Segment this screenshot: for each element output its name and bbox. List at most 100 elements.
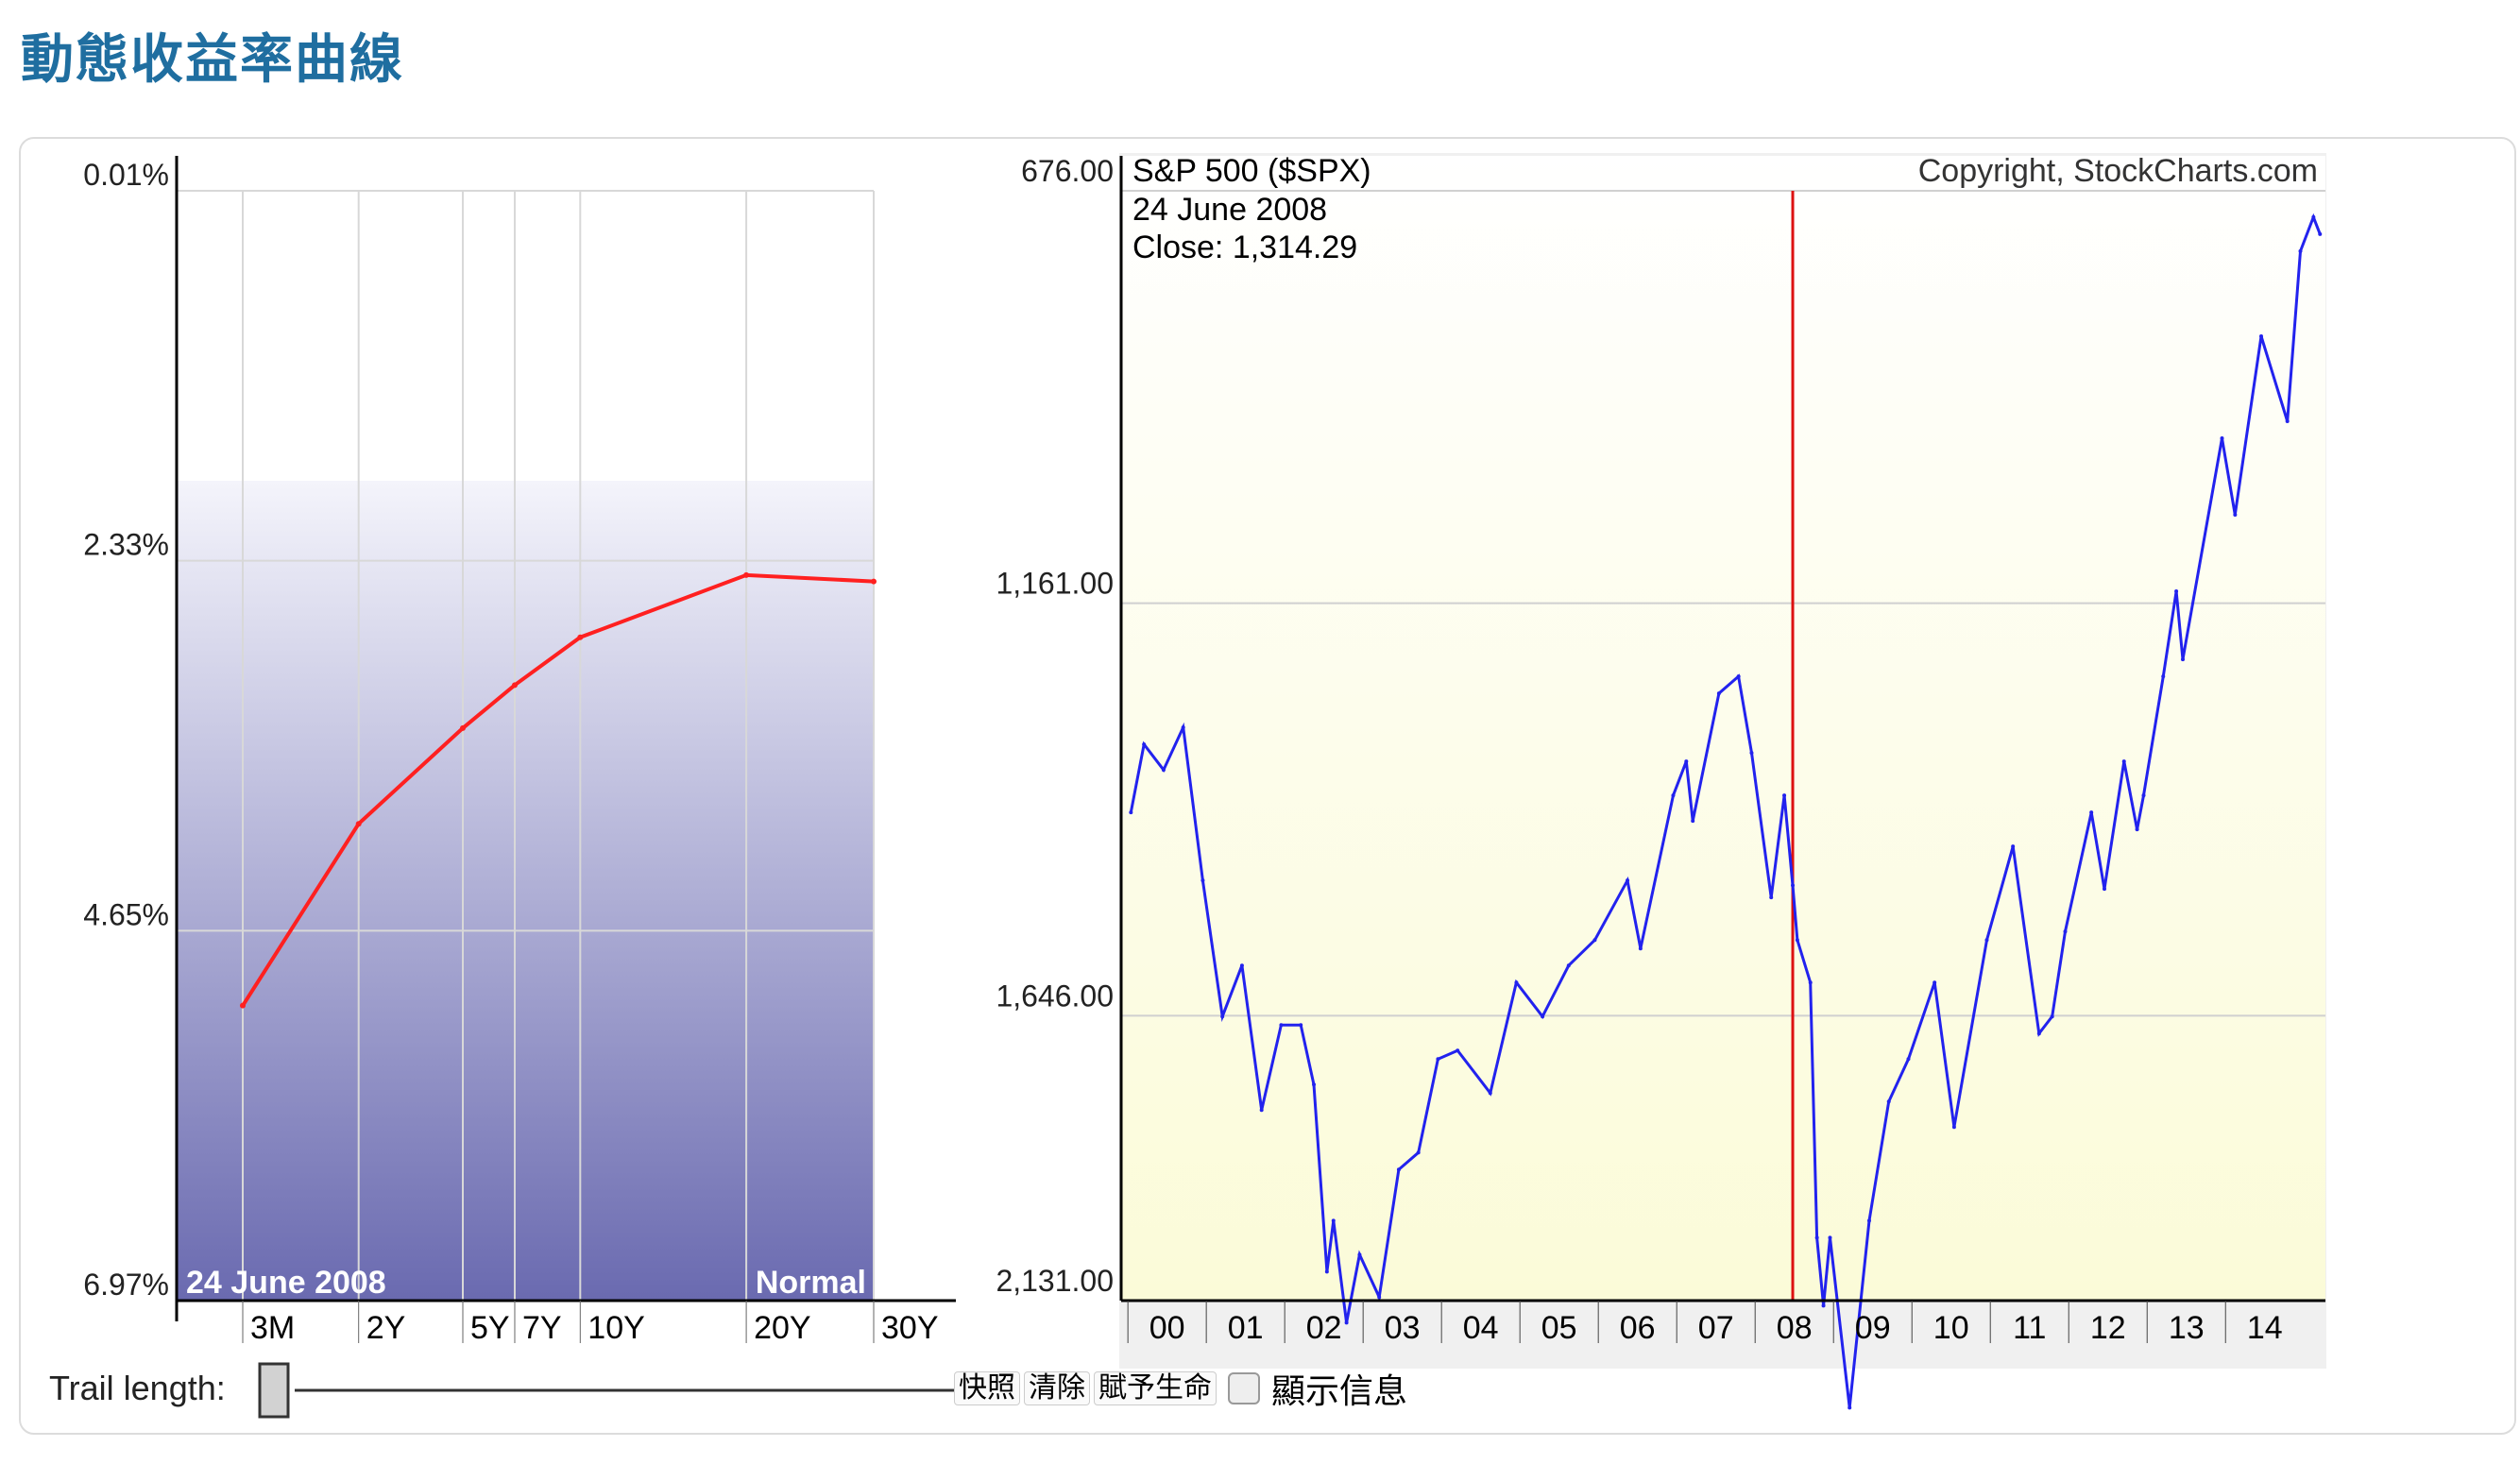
spx-point bbox=[1259, 1108, 1264, 1113]
spx-point bbox=[1847, 1405, 1852, 1410]
spx-point bbox=[2174, 589, 2179, 594]
spx-point bbox=[1592, 938, 1597, 943]
spx-x-tick-labels: 00 01 02 03 04 05 06 07 08 09 10 11 12 13 14 bbox=[1127, 1301, 2283, 1346]
spx-point bbox=[1331, 1218, 1336, 1223]
spx-x-tick-label: 02 bbox=[1306, 1310, 1342, 1346]
yield-x-tick-label: 7Y bbox=[522, 1310, 562, 1346]
spx-point bbox=[2135, 827, 2139, 832]
spx-title: S&P 500 ($SPX) bbox=[1132, 153, 1371, 189]
spx-point bbox=[1736, 674, 1741, 679]
yield-vertical-grid bbox=[242, 191, 875, 1301]
spx-x-tick-label: 11 bbox=[2013, 1310, 2046, 1346]
spx-point bbox=[1906, 1057, 1911, 1062]
yield-x-tick-label: 5Y bbox=[470, 1310, 510, 1346]
page-title: 動態收益率曲線 bbox=[21, 29, 404, 91]
yield-x-tick-label: 10Y bbox=[587, 1310, 645, 1346]
spx-point bbox=[2102, 887, 2106, 892]
spx-point bbox=[1344, 1320, 1349, 1325]
spx-points bbox=[1129, 214, 2323, 1410]
spx-point bbox=[1795, 938, 1799, 943]
spx-point bbox=[1866, 1218, 1871, 1223]
spx-point bbox=[1396, 1167, 1401, 1172]
yield-y-tick-labels: 6.97% 4.65% 2.33% 0.01% bbox=[83, 158, 169, 1302]
spx-point bbox=[1514, 980, 1519, 985]
spx-point bbox=[1416, 1150, 1421, 1155]
yield-curve-chart: 6.97% 4.65% 2.33% 0.01% 3M 2Y 5Y 7Y 10Y 20Y 30Y 2… bbox=[83, 156, 956, 1346]
spx-point bbox=[1181, 725, 1185, 730]
spx-point bbox=[1299, 1023, 1303, 1028]
spx-y-tick-label: 1,646.00 bbox=[996, 979, 1114, 1013]
spx-point bbox=[1886, 1099, 1891, 1104]
yield-x-tick-label: 3M bbox=[250, 1310, 295, 1346]
spx-plot-fill bbox=[1121, 156, 2325, 1301]
spx-x-tick-label: 04 bbox=[1463, 1310, 1499, 1346]
spx-y-tick-labels: 2,131.00 1,646.00 1,161.00 676.00 bbox=[996, 154, 1114, 1298]
yield-point bbox=[577, 634, 584, 640]
spx-point bbox=[1749, 751, 1754, 756]
spx-point bbox=[1161, 768, 1166, 773]
spx-date-label: 24 June 2008 bbox=[1132, 192, 1327, 228]
spx-point bbox=[1951, 1125, 1956, 1130]
yield-point bbox=[355, 821, 362, 827]
spx-point bbox=[2233, 513, 2238, 518]
spx-point bbox=[2285, 418, 2290, 423]
spx-y-tick-label: 1,161.00 bbox=[996, 567, 1114, 601]
spx-point bbox=[2036, 1031, 2041, 1036]
yield-point bbox=[511, 682, 518, 689]
yield-x-tick-label: 2Y bbox=[366, 1310, 406, 1346]
spx-point bbox=[1456, 1048, 1460, 1053]
spx-close-label: Close: 1,314.29 bbox=[1132, 230, 1357, 265]
yield-y-tick-label: 6.97% bbox=[83, 1268, 169, 1302]
yield-shape-label: Normal bbox=[756, 1265, 866, 1301]
yield-point bbox=[871, 578, 877, 585]
spx-point bbox=[1279, 1023, 1284, 1028]
spx-point bbox=[2298, 248, 2303, 253]
spx-x-tick-label: 12 bbox=[2090, 1310, 2126, 1346]
spx-point bbox=[1377, 1295, 1382, 1300]
spx-point bbox=[1933, 980, 1937, 985]
spx-y-tick-label: 2,131.00 bbox=[996, 1264, 1114, 1298]
spx-point bbox=[1984, 938, 1989, 943]
spx-x-tick-label: 05 bbox=[1541, 1310, 1577, 1346]
trail-slider-handle[interactable] bbox=[258, 1362, 290, 1419]
spx-point bbox=[1828, 1235, 1832, 1240]
spx-point bbox=[1129, 810, 1133, 815]
spx-x-tick-label: 09 bbox=[1855, 1310, 1891, 1346]
snapshot-button[interactable]: 快照 bbox=[954, 1371, 1020, 1405]
spx-point bbox=[2220, 436, 2224, 440]
spx-x-tick-label: 06 bbox=[1620, 1310, 1656, 1346]
spx-point bbox=[1671, 793, 1676, 798]
show-info-checkbox[interactable] bbox=[1228, 1372, 1260, 1404]
spx-point bbox=[1142, 742, 1147, 747]
chart-panel: 6.97% 4.65% 2.33% 0.01% 3M 2Y 5Y 7Y 10Y 20Y 30Y 2… bbox=[19, 137, 2516, 1435]
trail-length-label: Trail length: bbox=[49, 1369, 226, 1407]
spx-point bbox=[1436, 1057, 1440, 1062]
spx-point bbox=[1769, 895, 1774, 900]
yield-points bbox=[240, 571, 877, 1009]
spx-point bbox=[1791, 883, 1796, 888]
spx-x-tick-label: 03 bbox=[1385, 1310, 1421, 1346]
yield-point bbox=[459, 724, 466, 731]
spx-point bbox=[2318, 231, 2323, 236]
spx-point bbox=[1782, 793, 1787, 798]
spx-point bbox=[1814, 1235, 1819, 1240]
yield-point bbox=[240, 1002, 246, 1009]
yield-x-tick-labels: 3M 2Y 5Y 7Y 10Y 20Y 30Y bbox=[242, 1301, 939, 1346]
yield-y-tick-label: 4.65% bbox=[83, 897, 169, 931]
spx-point bbox=[2161, 674, 2166, 679]
spx-point bbox=[1821, 1303, 1826, 1308]
spx-point bbox=[1488, 1091, 1492, 1096]
clear-button[interactable]: 清除 bbox=[1024, 1371, 1090, 1405]
spx-x-tick-label: 01 bbox=[1228, 1310, 1264, 1346]
spx-point bbox=[1200, 878, 1205, 883]
yield-date-label: 24 June 2008 bbox=[186, 1265, 386, 1301]
yield-point bbox=[743, 571, 750, 578]
spx-point bbox=[2050, 1014, 2054, 1019]
show-info-label: 顯示信息 bbox=[1271, 1372, 1408, 1411]
spx-x-tick-label: 07 bbox=[1698, 1310, 1734, 1346]
animate-button[interactable]: 賦予生命 bbox=[1094, 1371, 1217, 1405]
spx-point bbox=[1220, 1014, 1225, 1019]
spx-point bbox=[1566, 963, 1571, 968]
yield-y-tick-label: 0.01% bbox=[83, 158, 169, 192]
